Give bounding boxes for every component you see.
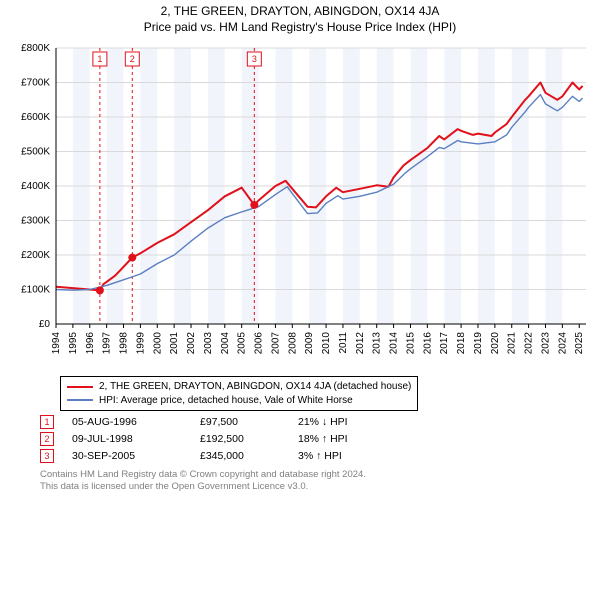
x-tick-label: 2007 xyxy=(270,332,281,355)
x-tick-label: 1996 xyxy=(85,332,96,355)
x-tick-label: 1999 xyxy=(135,332,146,355)
legend-row: 2, THE GREEN, DRAYTON, ABINGDON, OX14 4J… xyxy=(67,380,411,394)
x-tick-label: 2011 xyxy=(338,332,349,354)
event-price: £192,500 xyxy=(200,433,280,445)
event-table: 1 05-AUG-1996 £97,500 21% ↓ HPI 2 09-JUL-1998… xyxy=(40,415,580,463)
event-date: 30-SEP-2005 xyxy=(72,450,182,462)
x-tick-label: 2022 xyxy=(524,332,535,355)
y-tick-label: £300K xyxy=(21,216,50,227)
legend-row: HPI: Average price, detached house, Vale… xyxy=(67,394,411,408)
event-marker-num: 1 xyxy=(97,54,102,64)
x-tick-label: 2008 xyxy=(287,332,298,355)
y-tick-label: £200K xyxy=(21,250,50,261)
legend-swatch xyxy=(67,399,93,401)
x-tick-label: 2000 xyxy=(152,332,163,355)
legend-label: 2, THE GREEN, DRAYTON, ABINGDON, OX14 4J… xyxy=(99,380,411,394)
x-tick-label: 2003 xyxy=(203,332,214,355)
x-tick-label: 2012 xyxy=(355,332,366,355)
x-tick-label: 1997 xyxy=(102,332,113,355)
event-pct: 18% ↑ HPI xyxy=(298,433,398,445)
event-marker-num: 3 xyxy=(252,54,257,64)
x-tick-label: 2006 xyxy=(254,332,265,355)
x-tick-label: 2015 xyxy=(405,332,416,355)
x-tick-label: 1998 xyxy=(119,332,130,355)
x-tick-label: 2020 xyxy=(490,332,501,355)
x-tick-label: 2018 xyxy=(456,332,467,355)
event-row: 1 05-AUG-1996 £97,500 21% ↓ HPI xyxy=(40,415,580,429)
y-tick-label: £800K xyxy=(21,43,50,54)
footnote-line: This data is licensed under the Open Gov… xyxy=(40,481,580,493)
event-row: 2 09-JUL-1998 £192,500 18% ↑ HPI xyxy=(40,432,580,446)
event-pct: 21% ↓ HPI xyxy=(298,416,398,428)
x-tick-label: 2005 xyxy=(237,332,248,355)
legend: 2, THE GREEN, DRAYTON, ABINGDON, OX14 4J… xyxy=(60,376,418,411)
page-title: 2, THE GREEN, DRAYTON, ABINGDON, OX14 4J… xyxy=(0,4,600,18)
price-chart: £0 £100K £200K £300K £400K £500K £600K £700K £80… xyxy=(0,40,600,370)
y-tick-label: £0 xyxy=(39,319,51,330)
event-dot xyxy=(128,254,136,262)
legend-label: HPI: Average price, detached house, Vale… xyxy=(99,394,353,408)
chart-container: £0 £100K £200K £300K £400K £500K £600K £700K £80… xyxy=(0,40,600,370)
page-subtitle: Price paid vs. HM Land Registry's House … xyxy=(0,20,600,34)
y-tick-label: £700K xyxy=(21,78,50,89)
x-tick-label: 2013 xyxy=(372,332,383,355)
x-tick-label: 2025 xyxy=(574,332,585,355)
x-tick-label: 1995 xyxy=(68,332,79,355)
event-price: £97,500 xyxy=(200,416,280,428)
footnote: Contains HM Land Registry data © Crown c… xyxy=(40,469,580,493)
y-tick-label: £600K xyxy=(21,112,50,123)
event-row: 3 30-SEP-2005 £345,000 3% ↑ HPI xyxy=(40,449,580,463)
legend-swatch xyxy=(67,386,93,388)
y-tick-label: £400K xyxy=(21,181,50,192)
footnote-line: Contains HM Land Registry data © Crown c… xyxy=(40,469,580,481)
x-tick-label: 2019 xyxy=(473,332,484,355)
x-tick-label: 2002 xyxy=(186,332,197,355)
x-tick-label: 2016 xyxy=(422,332,433,355)
event-date: 05-AUG-1996 xyxy=(72,416,182,428)
x-tick-label: 2010 xyxy=(321,332,332,355)
x-tick-label: 2021 xyxy=(507,332,518,355)
y-tick-label: £100K xyxy=(21,285,50,296)
event-marker: 2 xyxy=(40,432,54,446)
event-marker: 1 xyxy=(40,415,54,429)
x-tick-label: 2014 xyxy=(389,332,400,355)
x-tick-label: 2001 xyxy=(169,332,180,355)
x-tick-label: 2004 xyxy=(220,332,231,355)
event-date: 09-JUL-1998 xyxy=(72,433,182,445)
x-tick-label: 2009 xyxy=(304,332,315,355)
x-tick-label: 2023 xyxy=(540,332,551,355)
x-tick-label: 1994 xyxy=(51,332,62,355)
event-marker-num: 2 xyxy=(130,54,135,64)
event-price: £345,000 xyxy=(200,450,280,462)
y-tick-label: £500K xyxy=(21,147,50,158)
x-tick-label: 2017 xyxy=(439,332,450,355)
event-dot xyxy=(250,201,258,209)
event-dot xyxy=(96,286,104,294)
x-tick-label: 2024 xyxy=(557,332,568,355)
event-pct: 3% ↑ HPI xyxy=(298,450,398,462)
event-marker: 3 xyxy=(40,449,54,463)
